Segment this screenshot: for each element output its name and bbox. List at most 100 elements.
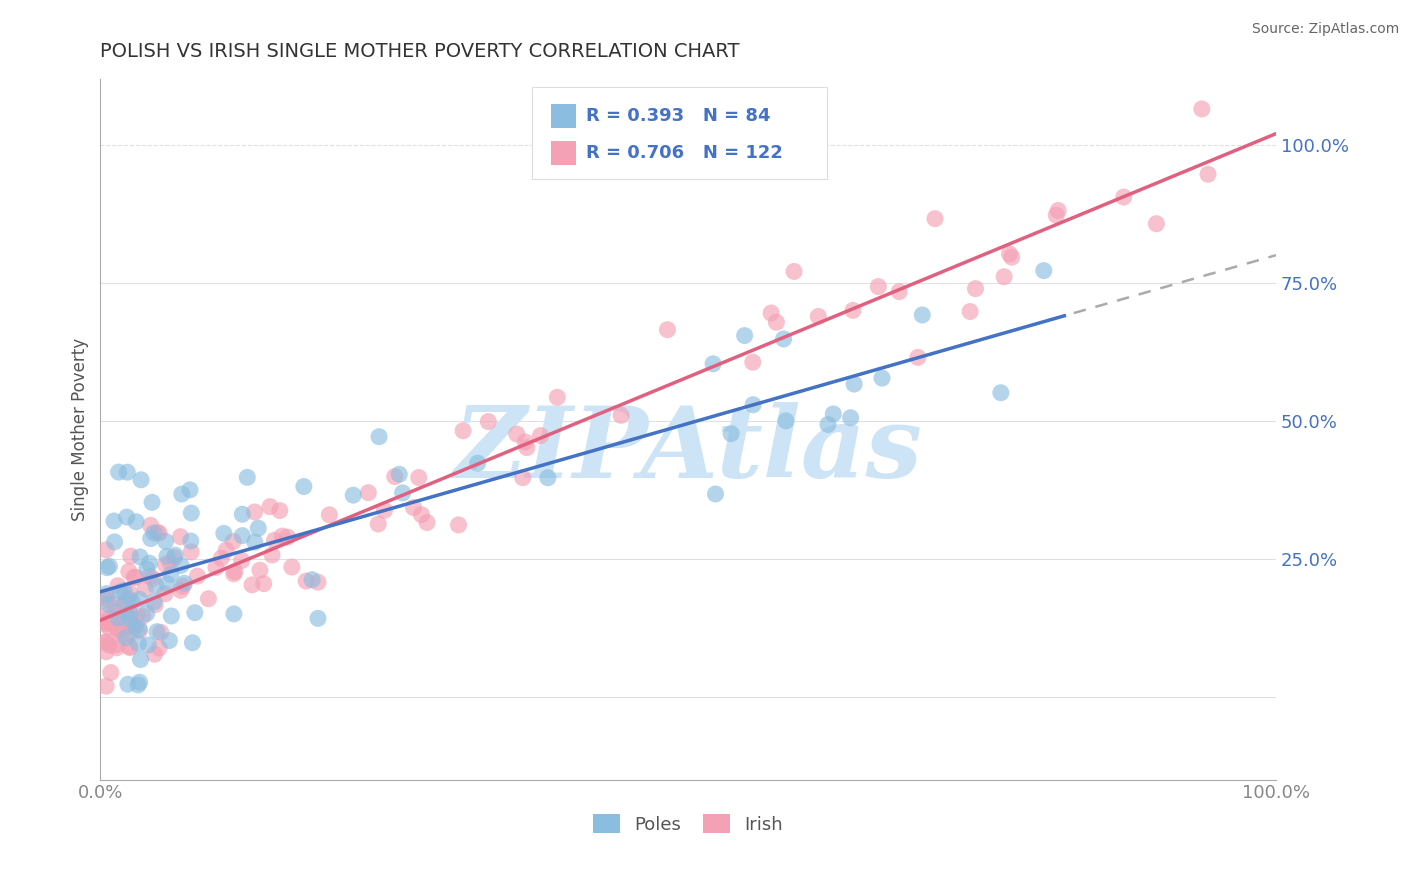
Point bbox=[160, 609, 183, 624]
Text: Source: ZipAtlas.com: Source: ZipAtlas.com bbox=[1251, 22, 1399, 37]
Point bbox=[165, 548, 187, 562]
Point bbox=[209, 551, 232, 566]
Point bbox=[155, 534, 177, 549]
Point bbox=[1191, 102, 1213, 116]
Text: R = 0.706   N = 122: R = 0.706 N = 122 bbox=[586, 144, 783, 161]
Point bbox=[1032, 263, 1054, 277]
Point bbox=[111, 609, 134, 624]
Point bbox=[741, 355, 763, 369]
Point bbox=[734, 328, 756, 343]
Point bbox=[118, 606, 141, 620]
Point bbox=[186, 569, 208, 583]
Point bbox=[142, 595, 165, 609]
Point bbox=[159, 567, 181, 582]
Point bbox=[143, 598, 166, 612]
Point bbox=[276, 530, 298, 544]
Point bbox=[367, 516, 389, 531]
Point bbox=[117, 465, 139, 479]
Point bbox=[96, 590, 118, 604]
Point bbox=[125, 515, 148, 529]
Point bbox=[117, 592, 139, 607]
Point bbox=[993, 269, 1015, 284]
Point bbox=[121, 594, 143, 608]
Point bbox=[990, 385, 1012, 400]
Point bbox=[156, 549, 179, 564]
Point bbox=[138, 569, 160, 583]
Point bbox=[965, 282, 987, 296]
Point bbox=[783, 264, 806, 278]
Point bbox=[184, 606, 207, 620]
Point bbox=[145, 579, 167, 593]
Point bbox=[128, 622, 150, 636]
Point bbox=[373, 503, 395, 517]
Point bbox=[959, 304, 981, 318]
Point bbox=[451, 424, 474, 438]
Point bbox=[143, 647, 166, 661]
Point bbox=[610, 409, 633, 423]
Point bbox=[215, 543, 238, 558]
Point bbox=[411, 508, 433, 522]
Point bbox=[179, 483, 201, 497]
Point bbox=[96, 592, 118, 607]
Point bbox=[384, 469, 406, 483]
Point bbox=[231, 553, 253, 567]
Point bbox=[301, 573, 323, 587]
Point bbox=[357, 485, 380, 500]
Point bbox=[546, 390, 568, 404]
Point bbox=[307, 575, 329, 590]
Point bbox=[506, 427, 529, 442]
Point bbox=[307, 611, 329, 625]
Point bbox=[240, 578, 263, 592]
Point bbox=[537, 471, 560, 485]
Point bbox=[100, 665, 122, 680]
Point bbox=[529, 428, 551, 442]
Point bbox=[146, 624, 169, 639]
Point bbox=[135, 607, 157, 621]
Text: ZIPAtlas: ZIPAtlas bbox=[454, 402, 922, 499]
Point bbox=[107, 623, 129, 637]
Point bbox=[249, 563, 271, 577]
Point bbox=[231, 508, 253, 522]
Point bbox=[104, 597, 127, 611]
Point bbox=[103, 514, 125, 528]
Point bbox=[112, 583, 135, 598]
Point bbox=[169, 583, 191, 598]
Point bbox=[1197, 167, 1219, 181]
Point bbox=[128, 624, 150, 638]
Point bbox=[139, 532, 162, 546]
Point bbox=[155, 558, 177, 572]
Point bbox=[172, 579, 194, 593]
Point bbox=[765, 315, 787, 329]
Point bbox=[96, 645, 118, 659]
Point bbox=[129, 473, 152, 487]
Point bbox=[97, 638, 120, 652]
Point bbox=[118, 564, 141, 578]
Point bbox=[447, 517, 470, 532]
Point bbox=[107, 465, 129, 479]
Point bbox=[720, 426, 742, 441]
Point bbox=[107, 579, 129, 593]
Point bbox=[104, 605, 127, 619]
Point bbox=[121, 619, 143, 633]
Point bbox=[96, 615, 118, 630]
Point bbox=[148, 640, 170, 655]
Point bbox=[124, 620, 146, 634]
Point bbox=[368, 430, 391, 444]
Point bbox=[870, 371, 893, 385]
Point bbox=[142, 526, 165, 541]
Point bbox=[657, 323, 679, 337]
Point bbox=[924, 211, 946, 226]
Point bbox=[181, 636, 204, 650]
Point bbox=[96, 634, 118, 648]
Point bbox=[222, 566, 245, 581]
Point bbox=[129, 652, 152, 666]
Point bbox=[101, 616, 124, 631]
Y-axis label: Single Mother Poverty: Single Mother Poverty bbox=[72, 338, 89, 521]
FancyBboxPatch shape bbox=[551, 141, 576, 165]
Point bbox=[180, 545, 202, 559]
Point bbox=[318, 508, 340, 522]
Point bbox=[115, 607, 138, 622]
Point bbox=[96, 587, 118, 601]
Point bbox=[98, 598, 121, 612]
Point bbox=[702, 357, 724, 371]
